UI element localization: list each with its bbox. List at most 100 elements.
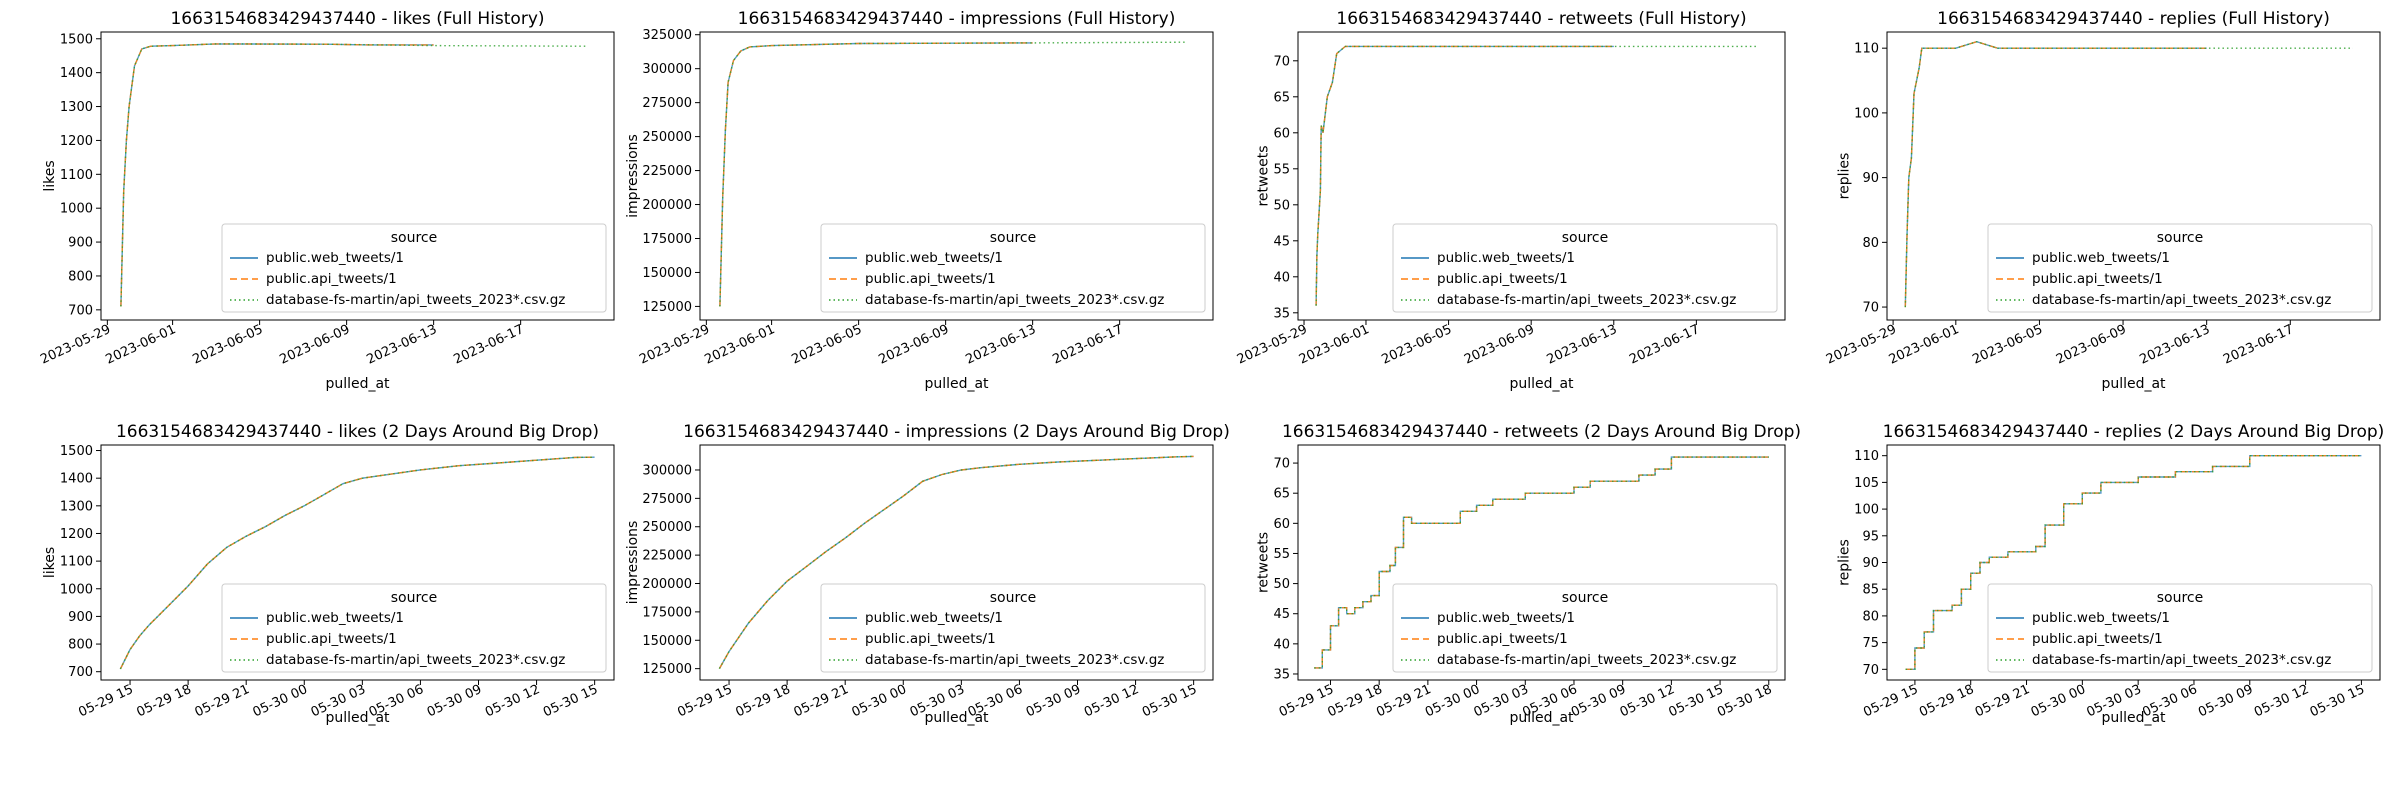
y-axis-label: replies <box>1836 539 1852 586</box>
x-tick-label: 05-29 15 <box>1861 682 1920 720</box>
chart-title: 1663154683429437440 - replies (2 Days Ar… <box>1883 422 2385 442</box>
x-tick-label: 05-30 12 <box>2252 682 2311 720</box>
x-tick-label: 05-30 09 <box>1569 682 1628 720</box>
chart-1: 1663154683429437440 - likes (Full Histor… <box>38 9 615 392</box>
y-tick-label: 300000 <box>642 463 692 478</box>
series-line-2 <box>1315 45 1614 306</box>
y-axis-label: likes <box>42 547 58 578</box>
legend-box <box>820 223 1206 313</box>
y-tick-label: 1200 <box>60 134 93 149</box>
y-axis-label: retweets <box>1256 532 1272 593</box>
x-tick-label: 05-30 00 <box>2029 682 2088 720</box>
legend-entry: database-fs-martin/api_tweets_2023*.csv.… <box>2032 652 2331 668</box>
series-line-2 <box>1905 455 2362 670</box>
axes-frame <box>100 31 615 321</box>
legend-entry: database-fs-martin/api_tweets_2023*.csv.… <box>2032 292 2331 308</box>
x-tick-label: 05-30 12 <box>1082 682 1141 720</box>
x-tick-label: 05-30 15 <box>541 682 600 720</box>
y-tick-label: 1300 <box>60 499 93 514</box>
y-tick-label: 105 <box>1854 476 1879 491</box>
x-tick-label: 2023-06-17 <box>1051 322 1126 368</box>
x-tick-label: 05-30 00 <box>1423 682 1482 720</box>
legend-entry: database-fs-martin/api_tweets_2023*.csv.… <box>266 652 565 668</box>
x-tick-label: 2023-06-13 <box>1545 322 1620 368</box>
y-tick-label: 80 <box>1862 236 1879 251</box>
y-tick-label: 1300 <box>60 100 93 115</box>
x-tick-label: 05-29 18 <box>1326 682 1385 720</box>
x-tick-label: 05-30 09 <box>425 682 484 720</box>
y-tick-label: 1000 <box>60 202 93 217</box>
y-tick-label: 225000 <box>642 164 692 179</box>
y-tick-label: 150000 <box>642 266 692 281</box>
y-axis-label: impressions <box>625 521 641 605</box>
y-axis-label: likes <box>42 160 58 191</box>
y-axis-label: retweets <box>1256 145 1272 206</box>
y-tick-label: 90 <box>1862 171 1879 186</box>
x-tick-label: 05-29 15 <box>675 682 734 720</box>
y-tick-label: 80 <box>1862 609 1879 624</box>
legend-entry: database-fs-martin/api_tweets_2023*.csv.… <box>865 652 1164 668</box>
x-tick-label: 05-29 21 <box>193 682 252 720</box>
chart-4: 1663154683429437440 - replies (Full Hist… <box>1824 9 2381 392</box>
x-tick-label: 2023-05-29 <box>637 322 712 368</box>
y-tick-label: 200000 <box>642 577 692 592</box>
y-tick-label: 325000 <box>642 28 692 43</box>
legend-entry: public.web_tweets/1 <box>2032 610 2170 626</box>
legend-entry: public.api_tweets/1 <box>266 271 397 287</box>
x-tick-label: 05-30 12 <box>1618 682 1677 720</box>
legend-title: source <box>391 230 438 246</box>
y-tick-label: 700 <box>68 665 93 680</box>
legend-entry: public.api_tweets/1 <box>865 631 996 647</box>
y-tick-label: 35 <box>1273 306 1290 321</box>
legend-box <box>221 583 607 673</box>
y-tick-label: 70 <box>1862 663 1879 678</box>
legend-title: source <box>2157 590 2204 606</box>
x-tick-label: 05-29 18 <box>134 682 193 720</box>
x-tick-label: 05-29 21 <box>1374 682 1433 720</box>
x-tick-label: 2023-06-17 <box>1627 322 1702 368</box>
x-tick-label: 2023-06-09 <box>277 322 352 368</box>
x-tick-label: 05-30 09 <box>1024 682 1083 720</box>
x-tick-label: 05-30 00 <box>850 682 909 720</box>
chart-title: 1663154683429437440 - retweets (2 Days A… <box>1282 422 1801 442</box>
x-tick-label: 2023-06-05 <box>1379 322 1454 368</box>
y-tick-label: 1500 <box>60 32 93 47</box>
chart-3: 1663154683429437440 - retweets (Full His… <box>1235 9 1786 392</box>
axes-frame <box>699 31 1214 321</box>
y-tick-label: 45 <box>1273 607 1290 622</box>
y-tick-label: 225000 <box>642 549 692 564</box>
legend-title: source <box>1562 230 1609 246</box>
chart-8: 1663154683429437440 - replies (2 Days Ar… <box>1836 422 2384 726</box>
legend-entry: public.api_tweets/1 <box>1437 631 1568 647</box>
legend-entry: public.web_tweets/1 <box>266 610 404 626</box>
y-tick-label: 55 <box>1273 162 1290 177</box>
legend-entry: public.api_tweets/1 <box>2032 271 2163 287</box>
legend-title: source <box>391 590 438 606</box>
legend-box <box>221 223 607 313</box>
y-tick-label: 800 <box>68 269 93 284</box>
chart-7: 1663154683429437440 - retweets (2 Days A… <box>1256 422 1801 726</box>
legend-entry: database-fs-martin/api_tweets_2023*.csv.… <box>865 292 1164 308</box>
legend-entry: public.web_tweets/1 <box>2032 250 2170 266</box>
y-tick-label: 275000 <box>642 492 692 507</box>
y-tick-label: 60 <box>1273 126 1290 141</box>
x-tick-label: 05-29 21 <box>1973 682 2032 720</box>
x-tick-label: 2023-06-01 <box>103 322 178 368</box>
x-axis-label: pulled_at <box>325 376 390 392</box>
x-tick-label: 2023-05-29 <box>1235 322 1310 368</box>
axes-frame <box>699 444 1214 681</box>
legend: source public.web_tweets/1 public.api_twee… <box>820 223 1206 313</box>
legend: source public.web_tweets/1 public.api_twee… <box>1392 223 1778 313</box>
chart-title: 1663154683429437440 - impressions (2 Day… <box>683 422 1230 442</box>
y-tick-label: 70 <box>1273 457 1290 472</box>
x-tick-label: 05-30 00 <box>251 682 310 720</box>
legend-box <box>1392 223 1778 313</box>
chart-title: 1663154683429437440 - likes (Full Histor… <box>170 9 544 29</box>
x-tick-label: 2023-06-13 <box>365 322 440 368</box>
x-tick-label: 2023-06-17 <box>452 322 527 368</box>
y-tick-label: 800 <box>68 638 93 653</box>
y-tick-label: 45 <box>1273 234 1290 249</box>
legend: source public.web_tweets/1 public.api_twee… <box>1987 583 2373 673</box>
x-tick-label: 2023-06-01 <box>1887 322 1962 368</box>
y-tick-label: 700 <box>68 303 93 318</box>
